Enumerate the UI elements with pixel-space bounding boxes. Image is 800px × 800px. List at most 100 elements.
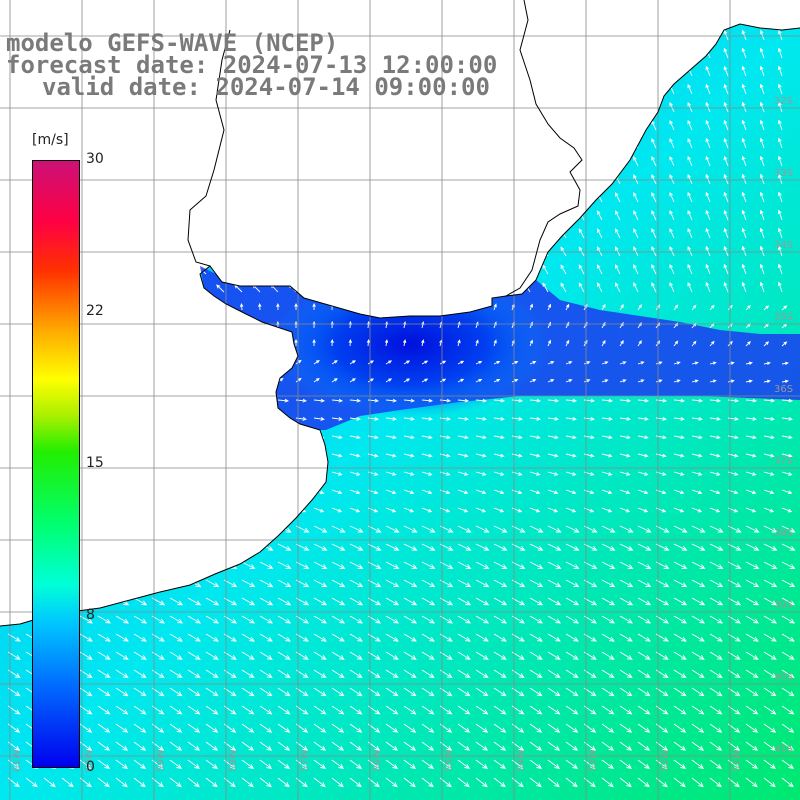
wind-arrow xyxy=(403,471,415,476)
wind-arrow xyxy=(745,687,759,697)
wind-arrow xyxy=(615,228,621,239)
wind-arrow xyxy=(777,101,783,113)
wind-arrow xyxy=(133,489,145,495)
wind-arrow xyxy=(349,597,364,606)
wind-arrow xyxy=(745,340,751,347)
wind-arrow xyxy=(651,263,657,275)
wind-arrow xyxy=(727,361,735,365)
wind-arrow xyxy=(197,212,207,221)
wind-arrow xyxy=(781,341,788,347)
wind-arrow xyxy=(723,137,729,149)
wind-arrow xyxy=(306,211,315,221)
wind-arrow xyxy=(709,561,724,569)
wind-arrow xyxy=(601,417,613,421)
wind-arrow xyxy=(619,453,631,458)
wind-arrow xyxy=(493,525,508,533)
wind-arrow xyxy=(397,157,405,167)
wind-arrow xyxy=(313,359,320,365)
wind-arrow xyxy=(277,633,291,642)
wind-arrow xyxy=(651,245,657,257)
wind-arrow xyxy=(403,489,415,495)
wind-arrow xyxy=(313,543,328,551)
wind-arrow xyxy=(349,360,356,365)
wind-arrow xyxy=(259,377,266,383)
wind-arrow xyxy=(331,669,345,679)
wind-arrow xyxy=(331,378,338,383)
wind-arrow xyxy=(125,177,135,185)
wind-arrow xyxy=(169,543,184,551)
wind-arrow xyxy=(187,435,199,440)
lon-label-51W: 51W xyxy=(732,749,743,772)
wind-arrow xyxy=(379,265,387,275)
wind-arrow xyxy=(596,228,603,239)
wind-arrow xyxy=(633,66,639,77)
wind-arrow xyxy=(745,633,759,642)
wind-arrow xyxy=(723,173,729,185)
wind-arrow xyxy=(619,669,633,679)
wind-arrow xyxy=(205,669,219,679)
wind-arrow xyxy=(493,417,505,421)
wind-arrow xyxy=(25,777,38,788)
wind-arrow xyxy=(669,65,675,77)
wind-arrow xyxy=(169,705,183,715)
wind-arrow xyxy=(259,615,273,624)
wind-arrow xyxy=(529,435,541,440)
wind-arrow xyxy=(651,137,657,149)
wind-arrow xyxy=(457,507,469,513)
wind-arrow xyxy=(615,210,621,221)
wind-arrow xyxy=(727,507,739,513)
wind-arrow xyxy=(457,615,471,624)
wind-arrow xyxy=(125,285,135,293)
wind-arrow xyxy=(187,398,200,403)
wind-arrow xyxy=(241,687,255,697)
wind-arrow xyxy=(403,453,415,458)
wind-arrow xyxy=(421,398,434,403)
wind-arrow xyxy=(349,669,363,679)
wind-arrow xyxy=(615,84,621,95)
wind-arrow xyxy=(125,249,135,257)
wind-arrow xyxy=(763,379,771,383)
wind-arrow xyxy=(601,543,616,551)
lon-label-54W: 54W xyxy=(516,749,527,772)
wind-arrow xyxy=(313,597,328,606)
wind-arrow xyxy=(475,378,483,383)
wind-arrow xyxy=(673,361,681,365)
wind-arrow xyxy=(781,543,796,551)
wind-arrow xyxy=(637,669,651,679)
wind-arrow xyxy=(777,137,783,149)
wind-arrow xyxy=(397,193,405,203)
wind-arrow xyxy=(705,101,711,113)
wind-arrow xyxy=(241,489,253,495)
wind-arrow xyxy=(777,191,783,203)
wind-arrow xyxy=(313,723,327,733)
wind-arrow xyxy=(745,489,757,495)
wind-arrow xyxy=(259,398,272,403)
wind-arrow xyxy=(469,156,477,167)
wind-arrow xyxy=(349,378,356,383)
wind-arrow xyxy=(745,669,759,679)
wind-arrow xyxy=(763,453,775,458)
wind-arrow xyxy=(705,227,711,239)
wind-arrow xyxy=(133,471,145,476)
wind-arrow xyxy=(433,157,441,167)
wind-arrow xyxy=(179,158,189,167)
wind-arrow xyxy=(691,759,705,770)
wind-arrow xyxy=(457,525,472,533)
wind-arrow xyxy=(529,741,543,751)
wind-arrow xyxy=(379,157,387,167)
wind-arrow xyxy=(542,282,549,293)
wind-arrow xyxy=(673,561,688,569)
wind-arrow xyxy=(324,265,333,275)
wind-arrow xyxy=(187,705,201,715)
wind-arrow xyxy=(313,633,327,642)
wind-arrow xyxy=(403,723,417,733)
wind-arrow xyxy=(596,84,603,95)
wind-arrow xyxy=(781,597,796,606)
wind-arrow xyxy=(565,723,579,733)
wind-arrow xyxy=(22,303,27,311)
wind-arrow xyxy=(241,777,254,788)
wind-arrow xyxy=(565,489,577,495)
wind-arrow xyxy=(179,248,189,257)
wind-arrow xyxy=(475,633,489,642)
wind-arrow xyxy=(439,360,447,365)
